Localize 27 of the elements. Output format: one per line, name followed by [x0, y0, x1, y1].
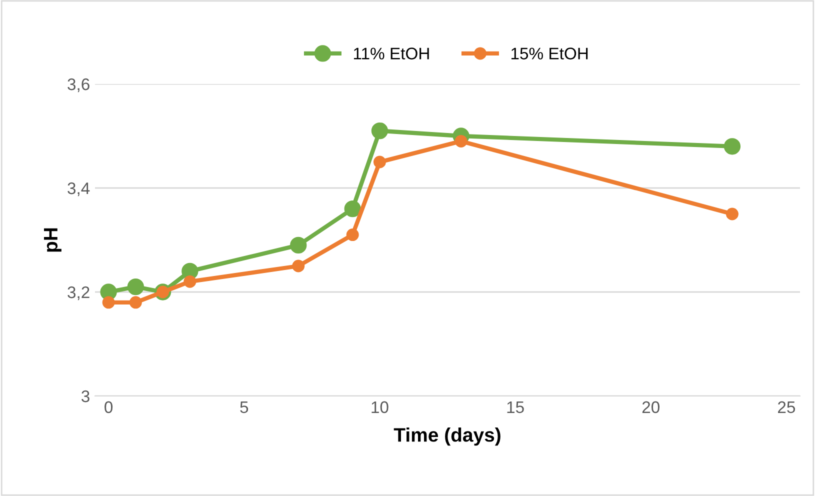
x-tick-label: 15	[507, 401, 524, 414]
point	[184, 275, 196, 288]
point	[454, 134, 468, 148]
point	[346, 228, 359, 242]
point	[127, 278, 144, 296]
point	[292, 260, 305, 272]
x-tick-label: 5	[240, 401, 248, 414]
point	[344, 200, 361, 218]
x-tick-label: 25	[778, 401, 796, 414]
point	[371, 122, 388, 140]
y-tick-label: 3	[82, 390, 90, 402]
point	[102, 296, 115, 309]
legend-label: 15% EtOH	[511, 48, 588, 60]
point	[726, 208, 738, 220]
y-tick-label: 3,6	[68, 78, 90, 92]
x-tick-label: 20	[642, 401, 660, 414]
point	[290, 236, 307, 254]
y-tick-label: 3,2	[68, 286, 90, 300]
x-tick-label: 0	[104, 401, 113, 414]
legend-label: 11% EtOH	[354, 48, 429, 60]
x-axis-title: Time (days)	[394, 428, 500, 446]
y-axis-title: pH	[44, 228, 62, 252]
x-tick-label: 10	[372, 401, 388, 414]
y-tick-label: 3,4	[68, 182, 90, 196]
point	[724, 138, 741, 155]
point	[373, 156, 386, 168]
point	[129, 296, 142, 309]
